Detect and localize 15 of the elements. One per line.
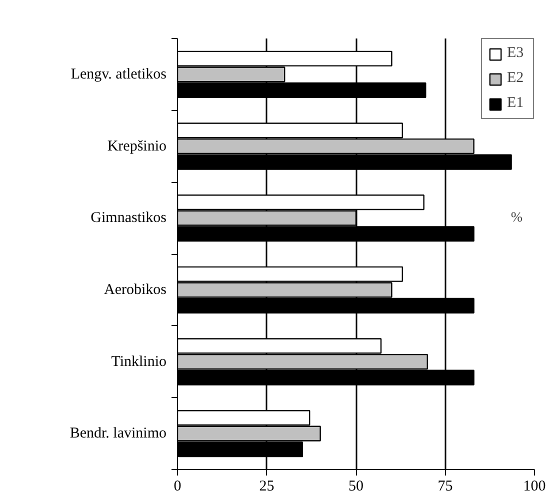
x-tick-label: 50 (348, 478, 364, 494)
legend-label: E3 (507, 45, 525, 62)
y-tick-label: Bendr. lavinimo (70, 426, 167, 442)
y-tick-label: Aerobikos (104, 282, 167, 298)
x-tick-label: 25 (259, 478, 274, 494)
legend-label: E1 (507, 95, 525, 112)
annotation: % (510, 210, 523, 226)
legend-label: E2 (507, 70, 525, 87)
y-tick-label: Tinklinio (111, 354, 167, 370)
y-tick-label: Gimnastikos (90, 210, 167, 226)
x-tick-label: 75 (438, 478, 453, 494)
y-tick-label: Lengv. atletikos (70, 66, 167, 82)
x-tick-label: 0 (174, 478, 182, 494)
x-tick-label: 100 (523, 478, 546, 494)
y-tick-label: Krepšinio (107, 138, 167, 154)
